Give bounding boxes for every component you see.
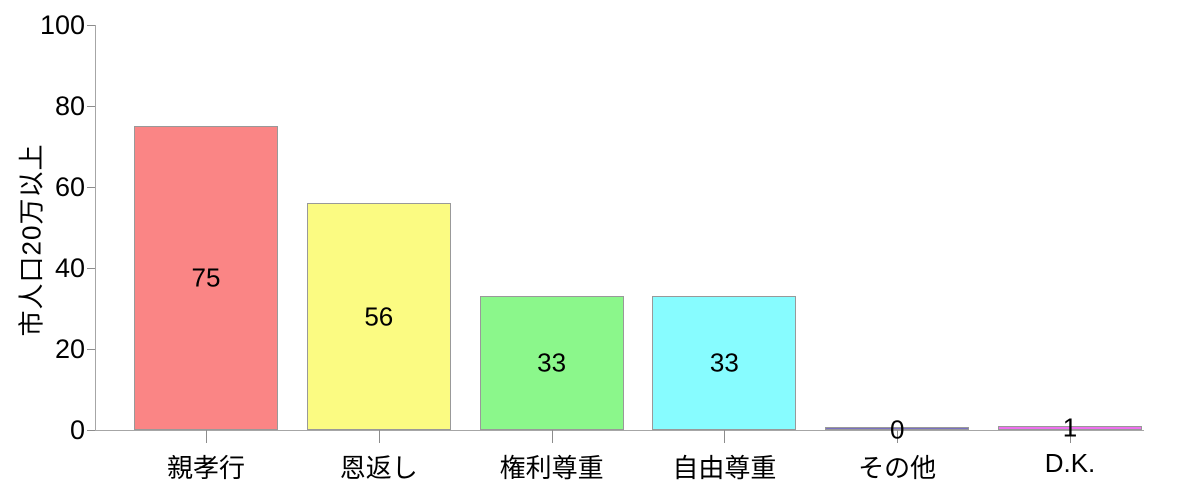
bar-1 (134, 126, 278, 430)
y-axis-tick-label: 100 (39, 10, 85, 40)
x-category-label: 権利尊重 (499, 453, 604, 483)
x-category-label: D.K. (1044, 448, 1096, 478)
x-category-label: 親孝行 (166, 453, 246, 483)
x-category-label: 恩返し (339, 453, 418, 483)
bar-value-label: 0 (889, 414, 905, 445)
bar-value-label: 1 (1062, 412, 1078, 443)
bar-5 (825, 427, 970, 430)
bar-6 (998, 425, 1142, 430)
bar-value-label: 33 (537, 347, 567, 378)
y-axis-tick-label: 40 (54, 253, 85, 283)
bar-value-label: 75 (191, 262, 221, 293)
y-axis-tick-label: 60 (54, 172, 85, 202)
y-axis-tick (87, 349, 95, 350)
x-axis-tick (551, 430, 553, 443)
bar-value-label: 56 (364, 301, 394, 332)
bar-3 (479, 296, 624, 430)
y-axis-line (95, 25, 96, 431)
y-axis-tick (87, 187, 95, 188)
y-axis-tick-label: 0 (69, 415, 85, 445)
y-axis-tick (87, 25, 95, 26)
bar-value-label: 33 (709, 347, 739, 378)
bar-4 (652, 296, 797, 430)
x-axis-line (95, 430, 1144, 431)
x-axis-tick (1070, 430, 1071, 443)
y-axis-tick (87, 106, 95, 107)
x-axis-tick (378, 430, 380, 443)
x-axis-tick (897, 430, 899, 443)
x-category-label: その他 (858, 453, 937, 483)
y-axis-tick-label: 20 (54, 334, 85, 364)
y-axis-tick (87, 430, 95, 431)
x-axis-tick (206, 430, 207, 443)
bar-2 (306, 203, 451, 430)
y-axis-tick (87, 268, 95, 269)
x-category-label: 自由尊重 (672, 453, 777, 483)
y-axis-tick-label: 80 (54, 91, 85, 121)
x-axis-tick (724, 430, 726, 443)
